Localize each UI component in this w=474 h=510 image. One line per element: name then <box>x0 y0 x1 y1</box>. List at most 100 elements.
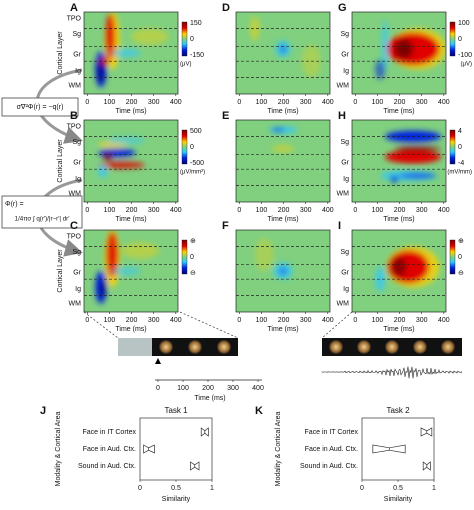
layer-label: Sg <box>340 31 349 38</box>
x-tick-label: 400 <box>170 317 182 324</box>
x-tick-label: 200 <box>394 99 406 106</box>
x-tick-label: 200 <box>278 317 290 324</box>
axis-label: Cortical Layer <box>57 31 64 75</box>
panel-letter: E <box>222 110 229 122</box>
layer-label: Gr <box>341 159 349 166</box>
heatmap-background <box>236 120 330 202</box>
x-tick-label: 200 <box>394 317 406 324</box>
layer-label: Gr <box>341 51 349 58</box>
category-label: Face in Aud. Ctx. <box>305 446 358 453</box>
sound-waveform <box>321 366 463 379</box>
heatmap-blob <box>112 48 141 58</box>
x-tick-label: 200 <box>202 385 214 392</box>
x-tick-label: 100 <box>177 385 189 392</box>
face-image <box>217 340 231 354</box>
equation: 1/4πσ ∫ q(r′)/|r−r′| dr′ <box>15 216 71 223</box>
axis-label: Time (ms) <box>267 108 298 115</box>
layer-label: Ig <box>75 286 81 293</box>
colorbar-label: 0 <box>458 254 462 261</box>
heatmap-frame <box>83 119 179 203</box>
layer-label: Sg <box>72 249 81 256</box>
x-tick-label: 0 <box>353 317 357 324</box>
stimulus-blank <box>118 338 152 356</box>
x-tick-label: 0 <box>353 207 357 214</box>
axis-label: Modality & Cortical Area <box>275 412 282 487</box>
x-tick-label: 200 <box>278 99 290 106</box>
layer-label: Ig <box>75 68 81 75</box>
axis-label: Time (ms) <box>383 108 414 115</box>
layer-label: Gr <box>73 159 81 166</box>
x-tick-label: 0 <box>85 99 89 106</box>
x-tick-label: 0 <box>353 99 357 106</box>
axis-label: Time (ms) <box>115 326 146 333</box>
heatmap-blob <box>121 242 160 259</box>
axis-label: Modality & Cortical Area <box>55 412 62 487</box>
layer-label: Gr <box>341 269 349 276</box>
panel-letter: G <box>338 2 347 14</box>
panel-letter: C <box>70 220 78 232</box>
category-label: Face in IT Cortex <box>304 429 358 436</box>
face-image <box>385 340 399 354</box>
panel-letter: H <box>338 110 346 122</box>
notched-box <box>420 427 433 437</box>
heatmap-blob <box>375 59 385 80</box>
category-label: Sound in Aud. Ctx. <box>78 463 136 470</box>
heatmap-frame <box>235 119 331 203</box>
x-tick-label: 300 <box>300 317 312 324</box>
heatmap-frame <box>235 229 331 313</box>
x-tick-label: 200 <box>278 207 290 214</box>
layer-label: Ig <box>343 68 349 75</box>
layer-label: Gr <box>73 51 81 58</box>
colorbar-label: ⊖ <box>458 270 464 277</box>
x-tick-label: 300 <box>416 207 428 214</box>
heatmap-frame <box>83 11 179 95</box>
face-image <box>159 340 173 354</box>
notched-box <box>143 444 155 454</box>
colorbar-unit: (μV) <box>461 62 472 68</box>
x-tick-label: 200 <box>126 99 138 106</box>
layer-label: TPO <box>67 123 82 130</box>
heatmap-field <box>98 137 146 178</box>
layer-label: Sg <box>340 249 349 256</box>
colorbar-label: 4 <box>458 128 462 135</box>
colorbar-label: -100 <box>458 52 472 59</box>
x-tick-label: 1 <box>432 485 436 492</box>
heatmap-blob <box>107 137 146 144</box>
colorbar <box>449 129 456 165</box>
panel-letter: J <box>40 405 46 417</box>
heatmap-field <box>268 126 298 152</box>
layer-label: Sg <box>340 139 349 146</box>
x-tick-label: 100 <box>256 207 268 214</box>
x-tick-label: 300 <box>300 99 312 106</box>
x-tick-label: 0 <box>360 485 364 492</box>
layer-label: WM <box>69 83 82 90</box>
x-tick-label: 200 <box>126 317 138 324</box>
heatmap <box>236 120 330 202</box>
axis-label: Time (ms) <box>267 326 298 333</box>
axis-label: Time (ms) <box>115 216 146 223</box>
x-tick-label: 400 <box>438 99 450 106</box>
x-tick-label: 400 <box>322 99 334 106</box>
colorbar-label: 150 <box>190 20 202 27</box>
heatmap-blob <box>98 161 146 169</box>
x-tick-label: 0 <box>85 317 89 324</box>
x-tick-label: 100 <box>104 207 116 214</box>
colorbar <box>181 239 188 275</box>
layer-label: Ig <box>75 176 81 183</box>
heatmap-blob <box>250 16 260 41</box>
axis-label: Similarity <box>162 496 191 503</box>
x-tick-label: 300 <box>227 385 239 392</box>
axis-label: Time (ms) <box>383 326 414 333</box>
equation-box <box>1 195 83 229</box>
heatmap-blob <box>384 150 442 164</box>
heatmap-background <box>84 120 178 202</box>
colorbar-label: ⊕ <box>190 238 196 245</box>
x-tick-label: 300 <box>148 99 160 106</box>
face-image <box>188 340 202 354</box>
plot-title: Task 2 <box>386 406 410 415</box>
heatmap-blob <box>399 173 437 179</box>
heatmap-blob <box>390 175 399 183</box>
colorbar-label: 0 <box>190 144 194 151</box>
axis-label: Similarity <box>384 496 413 503</box>
